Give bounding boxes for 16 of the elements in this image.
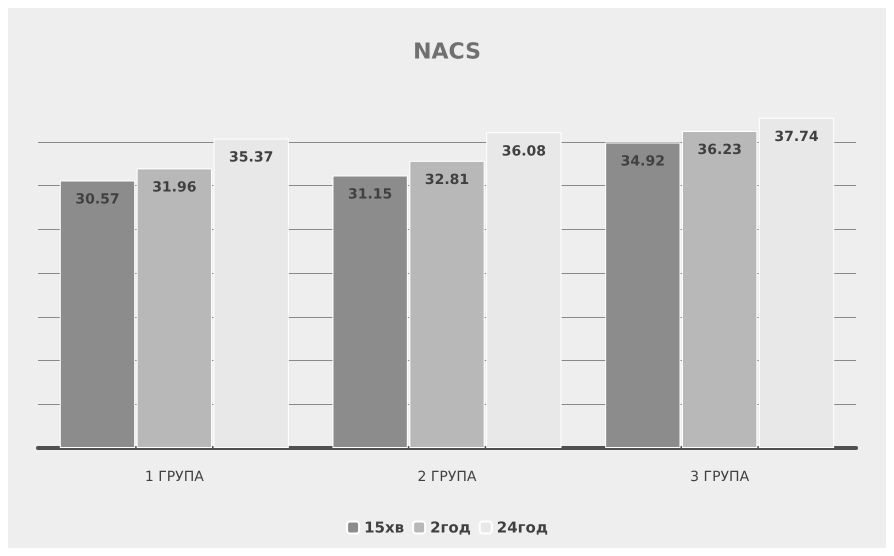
data-label: 31.15 (348, 186, 392, 202)
x-tick-label: 3 ГРУПА (690, 469, 750, 485)
data-label: 36.23 (698, 142, 742, 158)
data-label: 31.96 (152, 179, 196, 196)
x-tick-label: 1 ГРУПА (144, 469, 204, 485)
legend-label: 2год (430, 518, 471, 536)
data-label: 34.92 (620, 153, 665, 170)
x-tick-label: 2 ГРУПА (418, 469, 477, 485)
data-label: 32.81 (424, 172, 470, 188)
chart-title: NACS (413, 40, 481, 64)
legend-label: 15хв (364, 518, 404, 536)
data-label: 35.37 (229, 150, 274, 166)
data-label: 30.57 (75, 192, 120, 208)
data-label: 37.74 (774, 128, 819, 145)
legend-label: 24год (496, 518, 548, 536)
data-label: 36.08 (502, 143, 546, 160)
